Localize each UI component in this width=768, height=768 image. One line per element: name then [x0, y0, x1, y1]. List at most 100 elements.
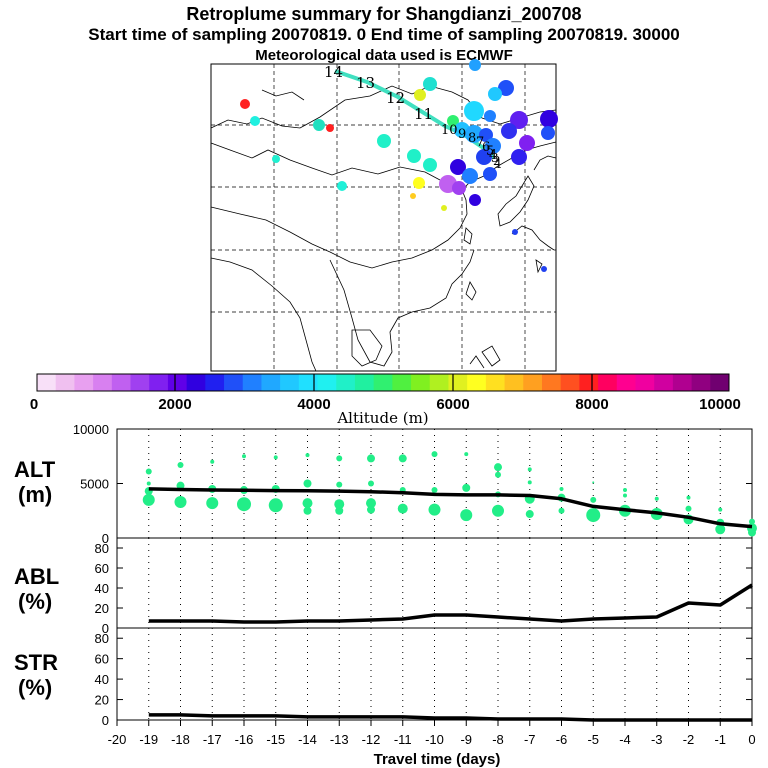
plume-point: [527, 480, 532, 485]
plume-point: [494, 463, 502, 472]
colorbar-swatch: [654, 374, 674, 391]
x-tick-label: -19: [139, 732, 158, 747]
x-tick-label: 0: [748, 732, 755, 747]
map-marker: [464, 101, 484, 121]
colorbar-swatch: [411, 374, 431, 391]
x-tick-label: -6: [556, 732, 568, 747]
colorbar-swatch: [579, 374, 599, 391]
colorbar-swatch: [672, 374, 693, 391]
map-marker: [469, 59, 481, 71]
series-line: [148, 713, 752, 722]
x-tick-label: -12: [362, 732, 381, 747]
map-marker: [488, 87, 502, 101]
plume-point: [336, 481, 343, 488]
alt-unit-label: (m): [18, 482, 52, 507]
map-marker: [469, 194, 481, 206]
plume-point: [495, 471, 501, 478]
map-day-label: 2: [493, 154, 501, 168]
chart-title: Retroplume summary for Shangdianzi_20070…: [186, 4, 582, 24]
y-tick-label: 5000: [80, 477, 109, 492]
colorbar-swatch: [37, 374, 57, 391]
alt-panel: 0 5000 10000: [73, 422, 757, 546]
plume-point: [176, 481, 185, 490]
plume-point: [145, 468, 152, 475]
map-marker: [326, 124, 334, 132]
plume-point: [559, 486, 564, 491]
y-tick-label: 10000: [73, 422, 109, 437]
map-marker: [452, 181, 466, 195]
sampling-time-line: Start time of sampling 20070819. 0 End t…: [88, 25, 680, 44]
map-marker: [541, 126, 555, 140]
y-tick-label: 20: [95, 601, 109, 616]
plume-point: [146, 481, 151, 486]
map-graticule: [211, 64, 556, 371]
map-marker: [313, 119, 325, 131]
map-day-label: 8: [468, 131, 476, 146]
plume-point: [623, 488, 627, 493]
colorbar-swatch: [205, 374, 225, 391]
x-tick-label: -10: [425, 732, 444, 747]
met-data-line: Meteorological data used is ECMWF: [255, 47, 513, 64]
colorbar-swatch: [429, 374, 449, 391]
map-marker: [407, 149, 421, 163]
plume-point: [431, 451, 438, 458]
colorbar-swatch: [336, 374, 356, 391]
abl-label: ABL: [14, 564, 59, 589]
colorbar-swatch: [560, 374, 580, 391]
y-tick-label: 40: [95, 672, 109, 687]
map-marker: [512, 229, 518, 235]
plume-point: [748, 528, 756, 537]
map-marker: [423, 77, 437, 91]
plume-point: [366, 498, 376, 509]
plume-point: [174, 496, 187, 509]
colorbar-swatch: [541, 374, 562, 391]
plume-point: [398, 454, 407, 463]
map-marker: [483, 167, 497, 181]
colorbar-swatch: [74, 374, 94, 391]
plume-point: [623, 493, 627, 498]
colorbar-swatch: [373, 374, 393, 391]
map-day-label: 14: [324, 63, 343, 81]
y-tick-label: 0: [102, 713, 109, 728]
str-label: STR: [14, 650, 58, 675]
x-tick-label: -16: [235, 732, 254, 747]
map-marker: [541, 266, 547, 272]
plume-point: [305, 453, 310, 458]
colorbar-tick-label: 0: [30, 396, 38, 413]
colorbar-swatch: [598, 374, 618, 391]
plume-point: [590, 496, 597, 503]
colorbar-swatch: [317, 374, 337, 391]
map-marker: [465, 125, 483, 143]
map-day-labels: 14 13 12 11 10 9 8 7 6 5 4 3 2 1: [324, 63, 503, 171]
map-marker: [462, 168, 478, 184]
plume-point: [462, 483, 471, 492]
colorbar-swatch: [467, 374, 487, 391]
altitude-colorbar: [36, 373, 730, 392]
y-tick-label: 0: [102, 531, 109, 546]
map-marker: [501, 123, 517, 139]
map-marker: [447, 115, 459, 127]
plume-point: [558, 507, 565, 514]
x-tick-label: -17: [203, 732, 222, 747]
x-tick-label: -11: [394, 732, 412, 747]
plume-point: [273, 455, 278, 460]
map-marker: [410, 193, 416, 199]
plume-point: [460, 509, 473, 522]
map-marker: [484, 110, 496, 122]
y-tick-label: 80: [95, 631, 109, 646]
colorbar-swatch: [55, 374, 75, 391]
colorbar-swatch: [224, 374, 244, 391]
plume-point: [367, 505, 375, 514]
plume-point: [428, 503, 441, 516]
map-marker: [250, 116, 260, 126]
colorbar-swatch: [242, 374, 262, 391]
plume-point: [242, 454, 246, 459]
colorbar-swatch: [616, 374, 636, 391]
colorbar-tick-label: 10000: [699, 396, 741, 413]
map-marker: [479, 128, 493, 142]
map-marker: [423, 158, 437, 172]
plume-point: [431, 487, 438, 494]
y-tick-label: 80: [95, 541, 109, 556]
map-day-label: 10: [441, 123, 458, 138]
x-tick-label: -8: [492, 732, 504, 747]
